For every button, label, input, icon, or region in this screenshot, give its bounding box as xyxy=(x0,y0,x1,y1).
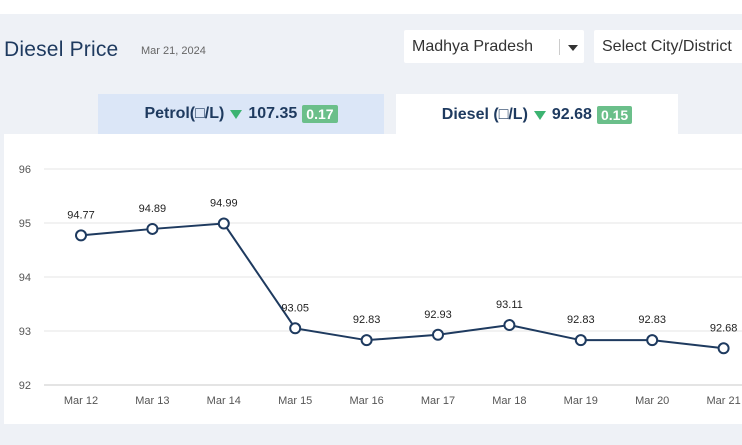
y-tick-label: 96 xyxy=(19,164,31,176)
x-tick-label: Mar 14 xyxy=(207,395,241,407)
city-select-value: Select City/District xyxy=(602,38,732,55)
data-point xyxy=(75,229,87,242)
select-divider xyxy=(559,39,560,55)
data-point xyxy=(574,334,587,347)
data-label: 92.83 xyxy=(638,314,666,326)
data-point xyxy=(289,322,302,335)
tab-diesel[interactable]: Diesel (□/L) 92.68 0.15 xyxy=(396,94,678,136)
x-tick-label: Mar 17 xyxy=(421,395,455,407)
y-tick-label: 93 xyxy=(19,326,31,338)
tab-petrol-price: 107.35 xyxy=(248,105,298,122)
tab-diesel-price: 92.68 xyxy=(551,106,592,123)
x-tick-label: Mar 13 xyxy=(135,395,169,407)
x-tick-label: Mar 16 xyxy=(349,395,383,407)
data-point xyxy=(646,334,659,347)
data-label: 94.77 xyxy=(67,209,95,221)
data-point xyxy=(217,217,230,230)
page-title: Diesel Price xyxy=(4,38,119,61)
tab-diesel-change-badge: 0.15 xyxy=(596,106,633,124)
y-tick-label: 92 xyxy=(19,380,31,392)
state-select[interactable]: Madhya Pradesh xyxy=(404,30,584,63)
tab-petrol-label: Petrol(□/L) xyxy=(144,105,225,122)
data-point xyxy=(146,222,159,235)
y-tick-label: 94 xyxy=(19,272,31,284)
series-line xyxy=(80,222,724,350)
data-point xyxy=(432,328,444,341)
down-arrow-icon xyxy=(230,109,243,119)
data-label: 94.99 xyxy=(210,198,238,210)
x-tick-label: Mar 21 xyxy=(706,395,740,407)
data-label: 93.05 xyxy=(281,302,309,314)
x-tick-label: Mar 15 xyxy=(278,395,312,407)
data-label: 93.11 xyxy=(496,299,523,311)
data-label: 94.89 xyxy=(139,203,167,215)
data-label: 92.83 xyxy=(353,314,381,326)
data-point xyxy=(503,319,516,332)
data-point xyxy=(360,334,373,347)
data-label: 92.68 xyxy=(710,322,738,334)
price-date: Mar 21, 2024 xyxy=(141,45,206,57)
x-tick-label: Mar 20 xyxy=(635,395,669,407)
tab-diesel-label: Diesel (□/L) xyxy=(441,106,528,123)
y-tick-label: 95 xyxy=(19,218,31,230)
city-select[interactable]: Select City/District xyxy=(594,30,742,63)
top-strip xyxy=(0,0,742,14)
tab-petrol[interactable]: Petrol(□/L) 107.35 0.17 xyxy=(98,94,384,134)
x-tick-label: Mar 18 xyxy=(492,395,526,407)
state-select-value: Madhya Pradesh xyxy=(412,38,533,55)
tab-petrol-change-badge: 0.17 xyxy=(302,105,338,123)
chevron-down-icon[interactable] xyxy=(568,45,578,51)
data-label: 92.93 xyxy=(424,309,452,321)
data-label: 92.83 xyxy=(567,314,595,326)
x-tick-label: Mar 19 xyxy=(564,395,598,407)
chart-panel xyxy=(4,134,742,424)
data-point xyxy=(717,342,730,355)
down-arrow-icon xyxy=(533,110,546,120)
x-tick-label: Mar 12 xyxy=(64,395,98,407)
